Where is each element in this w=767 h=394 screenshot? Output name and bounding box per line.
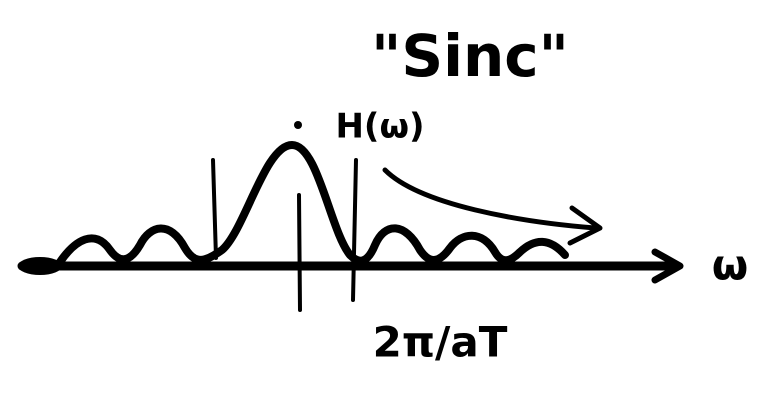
axis-blob <box>18 257 62 275</box>
function-label: H(ω) <box>335 107 424 147</box>
zero-crossing-label: 2π/aT <box>373 318 508 367</box>
axis-label: ω <box>712 241 749 290</box>
sketch: "Sinc" H(ω) 2π/aT ω <box>0 0 767 394</box>
page: "Sinc" H(ω) 2π/aT ω (() => { const data … <box>0 0 767 394</box>
center-line <box>299 195 300 310</box>
title: "Sinc" <box>371 22 569 90</box>
dot <box>294 121 302 129</box>
